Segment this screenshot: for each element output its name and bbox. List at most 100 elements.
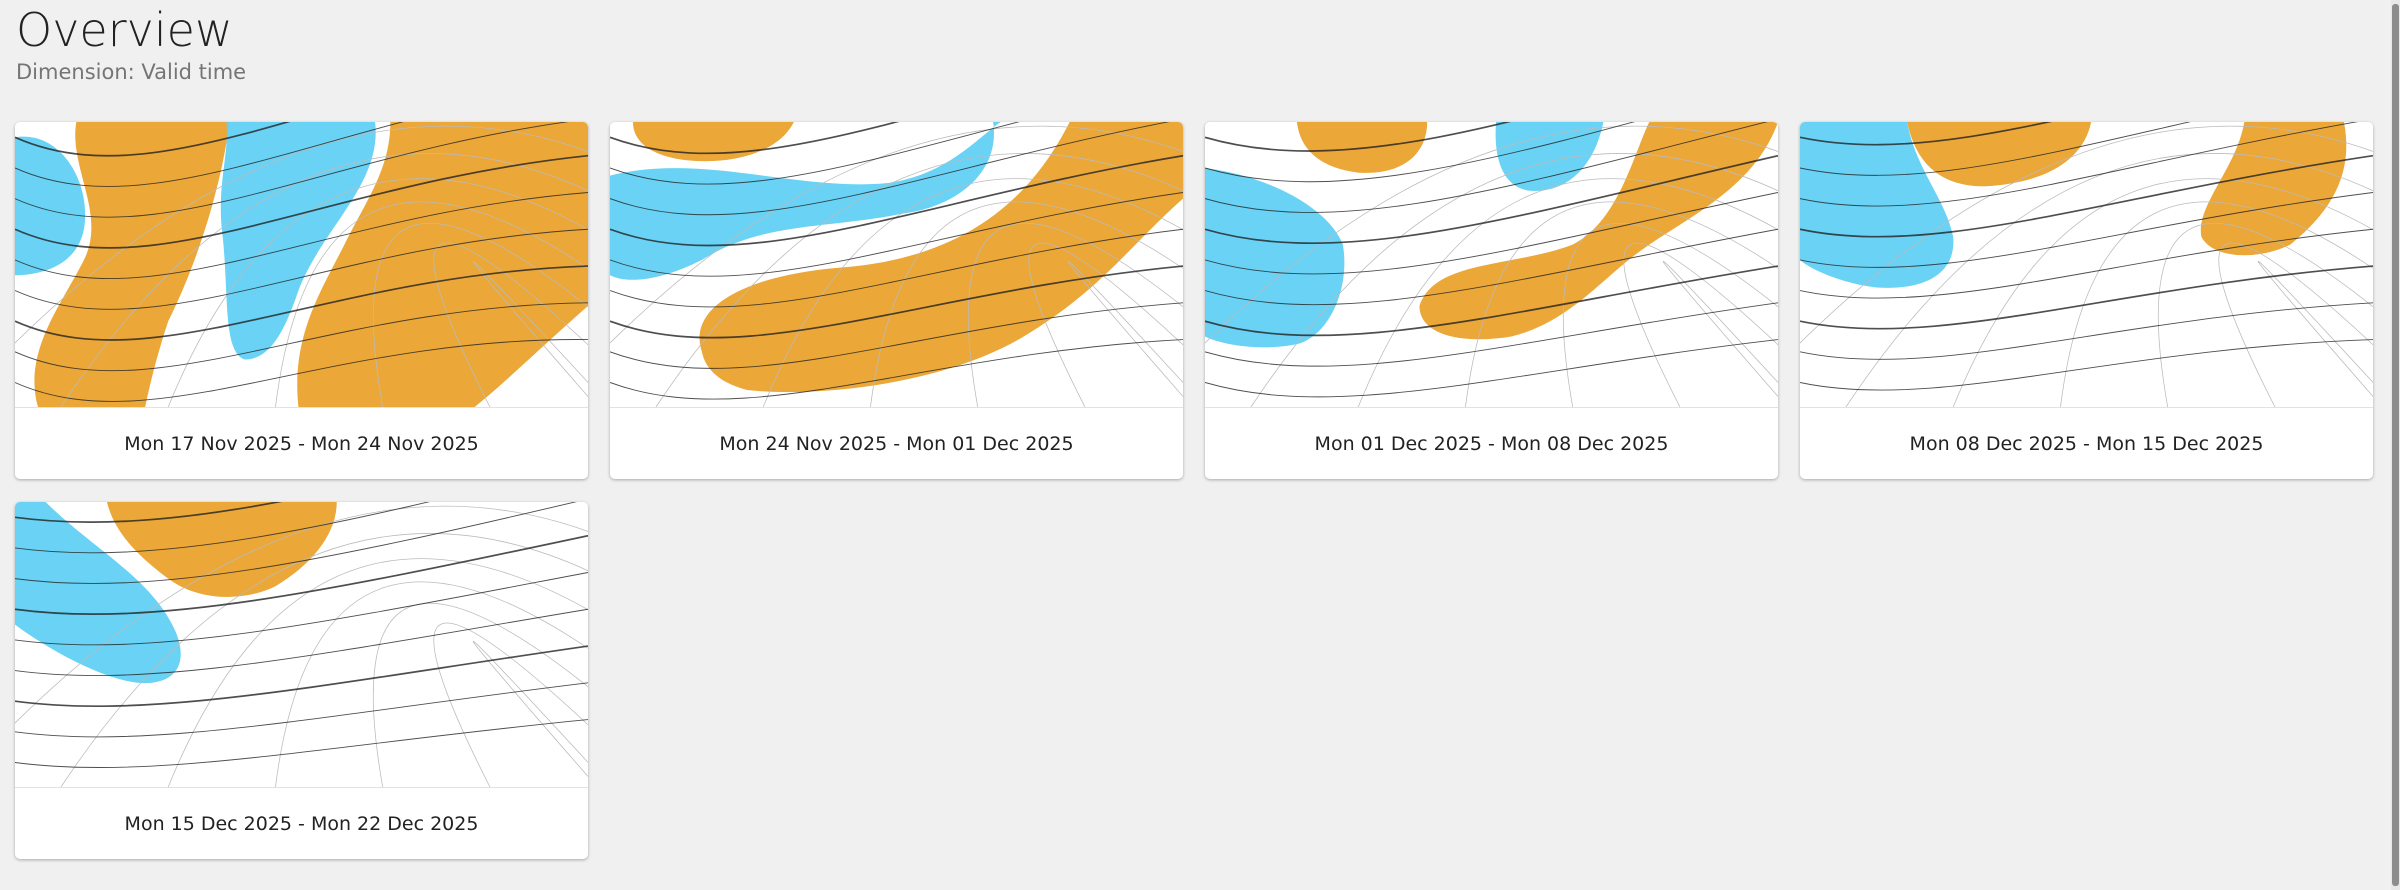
graticule-line bbox=[967, 222, 1183, 407]
warm-anomaly-area bbox=[106, 502, 337, 597]
isobar-contour bbox=[1205, 339, 1778, 398]
graticule-line bbox=[1662, 260, 1778, 398]
isobar-contour bbox=[610, 302, 1183, 369]
graticule-line bbox=[1250, 153, 1778, 407]
isobar-contour bbox=[15, 502, 283, 523]
isobar-contour bbox=[1800, 154, 2373, 238]
isobar-contour bbox=[15, 265, 588, 341]
scrollbar-thumb[interactable] bbox=[2392, 4, 2399, 886]
forecast-map-image bbox=[15, 122, 588, 408]
graticule-line bbox=[870, 201, 1183, 407]
page-header: Overview Dimension: Valid time bbox=[16, 2, 246, 86]
graticule-line bbox=[15, 125, 588, 344]
graticule-line bbox=[433, 622, 588, 787]
isobar-contour bbox=[15, 302, 588, 372]
isobar-contour bbox=[1205, 122, 1512, 152]
warm-anomaly-area bbox=[699, 122, 1183, 393]
map-card[interactable]: Mon 01 Dec 2025 - Mon 08 Dec 2025 bbox=[1205, 122, 1778, 479]
graticule-line bbox=[2157, 222, 2373, 407]
map-card[interactable]: Mon 08 Dec 2025 - Mon 15 Dec 2025 bbox=[1800, 122, 2373, 479]
isobar-contour bbox=[1800, 228, 2373, 299]
warm-anomaly-area bbox=[34, 122, 230, 407]
graticule-line bbox=[1800, 125, 2373, 344]
map-card-caption: Mon 24 Nov 2025 - Mon 01 Dec 2025 bbox=[719, 432, 1074, 455]
isobar-contour bbox=[15, 122, 291, 157]
graticule-line bbox=[2060, 201, 2373, 407]
isobar-contour bbox=[1800, 122, 2359, 207]
isobar-contour bbox=[610, 192, 1183, 277]
map-card-caption: Mon 17 Nov 2025 - Mon 24 Nov 2025 bbox=[124, 432, 479, 455]
warm-anomaly-area bbox=[1296, 122, 1428, 173]
page-title: Overview bbox=[16, 3, 233, 57]
graticule-line bbox=[1357, 178, 1778, 407]
graticule-line bbox=[1952, 178, 2373, 407]
isobar-contour bbox=[610, 154, 1183, 247]
graticule-line bbox=[2218, 242, 2373, 407]
isobar-contour bbox=[1205, 122, 1636, 183]
cold-anomaly-area bbox=[610, 122, 1001, 280]
graticule-line bbox=[1623, 242, 1778, 407]
isobar-contour bbox=[15, 719, 588, 769]
isobar-contour bbox=[1205, 302, 1778, 367]
graticule-line bbox=[1562, 222, 1778, 407]
isobar-contour bbox=[610, 339, 1183, 400]
graticule-line bbox=[433, 242, 588, 407]
isobar-contour bbox=[15, 502, 430, 554]
isobar-contour bbox=[15, 228, 588, 310]
graticule-line bbox=[2257, 260, 2373, 398]
isobar-contour bbox=[15, 339, 588, 402]
isobar-contour bbox=[15, 608, 588, 676]
cold-anomaly-area bbox=[15, 502, 181, 684]
forecast-map-image bbox=[1205, 122, 1778, 408]
vertical-scrollbar[interactable] bbox=[2391, 0, 2400, 890]
isobar-contour bbox=[15, 534, 588, 615]
map-card-caption: Mon 08 Dec 2025 - Mon 15 Dec 2025 bbox=[1909, 432, 2264, 455]
isobar-contour bbox=[15, 122, 404, 187]
isobar-contour bbox=[15, 645, 588, 708]
graticule-line bbox=[167, 558, 588, 787]
map-card[interactable]: Mon 17 Nov 2025 - Mon 24 Nov 2025 bbox=[15, 122, 588, 479]
map-card-caption: Mon 01 Dec 2025 - Mon 08 Dec 2025 bbox=[1314, 432, 1669, 455]
isobar-contour bbox=[15, 572, 588, 646]
graticule-line bbox=[472, 260, 588, 398]
graticule-line bbox=[762, 178, 1183, 407]
isobar-contour bbox=[1800, 302, 2373, 360]
isobar-contour bbox=[610, 265, 1183, 339]
graticule-line bbox=[275, 201, 588, 407]
graticule-line bbox=[60, 153, 588, 407]
graticule-line bbox=[1028, 242, 1183, 407]
isobar-contour bbox=[1205, 122, 1768, 213]
map-card[interactable]: Mon 24 Nov 2025 - Mon 01 Dec 2025 bbox=[610, 122, 1183, 479]
isobar-contour bbox=[610, 122, 900, 155]
isobar-contour bbox=[1205, 265, 1778, 337]
graticule-line bbox=[1067, 260, 1183, 398]
isobar-contour bbox=[1205, 228, 1778, 306]
graticule-line bbox=[372, 222, 588, 407]
warm-anomaly-area bbox=[297, 122, 588, 407]
cold-anomaly-area bbox=[220, 122, 376, 360]
graticule-line bbox=[167, 178, 588, 407]
isobar-contour bbox=[15, 122, 570, 218]
warm-anomaly-area bbox=[2200, 122, 2347, 256]
forecast-map-image bbox=[1800, 122, 2373, 408]
isobar-contour bbox=[15, 502, 577, 584]
isobar-contour bbox=[1800, 265, 2373, 330]
forecast-map-image bbox=[610, 122, 1183, 408]
cold-anomaly-area bbox=[1800, 122, 1954, 288]
map-card-caption: Mon 15 Dec 2025 - Mon 22 Dec 2025 bbox=[124, 812, 479, 835]
graticule-line bbox=[15, 505, 588, 724]
cold-anomaly-area bbox=[15, 136, 86, 276]
isobar-contour bbox=[610, 228, 1183, 308]
isobar-contour bbox=[1800, 339, 2373, 391]
isobar-contour bbox=[1205, 154, 1778, 245]
map-card[interactable]: Mon 15 Dec 2025 - Mon 22 Dec 2025 bbox=[15, 502, 588, 859]
page-subtitle: Dimension: Valid time bbox=[16, 60, 247, 84]
graticule-line bbox=[1845, 153, 2373, 407]
isobar-contour bbox=[610, 122, 1170, 216]
graticule-line bbox=[655, 153, 1183, 407]
forecast-map-image bbox=[15, 502, 588, 788]
cold-anomaly-area bbox=[1495, 122, 1604, 191]
graticule-line bbox=[60, 533, 588, 787]
isobar-contour bbox=[1205, 192, 1778, 275]
isobar-contour bbox=[610, 122, 1020, 185]
